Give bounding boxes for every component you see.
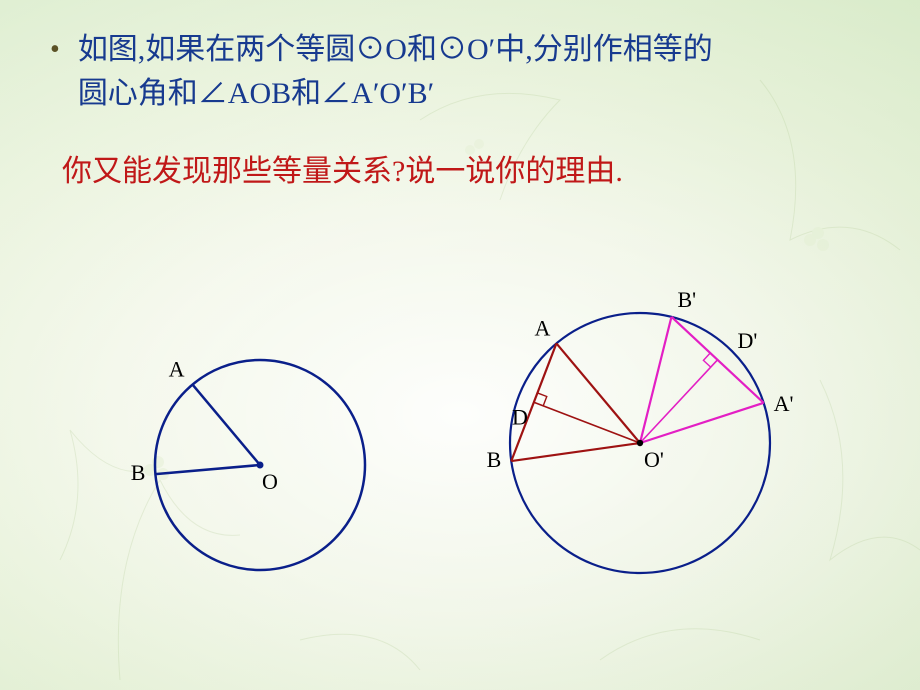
svg-text:A: A — [169, 357, 185, 382]
bullet-row: • 如图,如果在两个等圆⊙O和⊙O′中,分别作相等的 圆心角和∠AOB和∠A′O… — [50, 28, 870, 116]
svg-text:A: A — [535, 315, 551, 340]
svg-text:B: B — [487, 447, 502, 472]
slide-content: • 如图,如果在两个等圆⊙O和⊙O′中,分别作相等的 圆心角和∠AOB和∠A′O… — [0, 0, 920, 194]
problem-statement: 如图,如果在两个等圆⊙O和⊙O′中,分别作相等的 圆心角和∠AOB和∠A′O′B… — [78, 28, 713, 116]
bullet-dot: • — [50, 32, 60, 68]
diagram-area: A B O A B B' A' D D' O' — [0, 258, 920, 658]
diagram-left: A B O — [95, 300, 405, 630]
svg-text:O: O — [262, 469, 278, 494]
svg-text:A': A' — [774, 391, 794, 416]
line-1: 如图,如果在两个等圆⊙O和⊙O′中,分别作相等的 — [78, 33, 713, 66]
svg-text:D: D — [512, 404, 528, 429]
svg-text:D': D' — [738, 328, 758, 353]
question-text: 你又能发现那些等量关系?说一说你的理由. — [62, 150, 870, 194]
line-2: 圆心角和∠AOB和∠A′O′B′ — [78, 77, 434, 110]
svg-text:B: B — [131, 460, 146, 485]
diagram-right: A B B' A' D D' O' — [460, 263, 830, 643]
svg-text:B': B' — [677, 287, 696, 312]
svg-text:O': O' — [644, 447, 664, 472]
